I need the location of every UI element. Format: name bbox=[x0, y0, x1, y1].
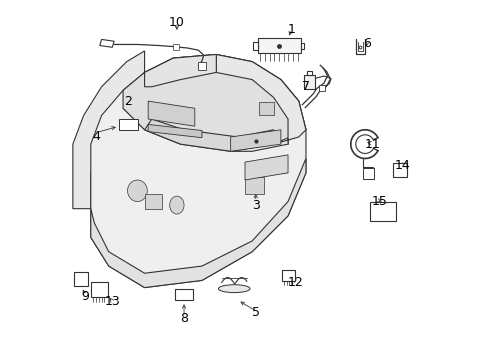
Text: 1: 1 bbox=[288, 23, 295, 36]
Text: 15: 15 bbox=[371, 195, 388, 208]
Ellipse shape bbox=[127, 180, 147, 202]
Bar bbox=[120, 119, 138, 130]
Bar bbox=[197, 62, 205, 69]
Bar bbox=[245, 177, 264, 194]
Text: 5: 5 bbox=[252, 306, 260, 319]
Text: 12: 12 bbox=[287, 276, 303, 289]
Text: 6: 6 bbox=[363, 37, 371, 50]
Ellipse shape bbox=[219, 285, 250, 293]
Bar bbox=[145, 194, 162, 209]
Bar bbox=[370, 202, 395, 221]
Text: 3: 3 bbox=[252, 199, 260, 212]
Text: 10: 10 bbox=[169, 16, 185, 29]
Polygon shape bbox=[73, 51, 145, 209]
Polygon shape bbox=[216, 54, 306, 151]
Polygon shape bbox=[245, 155, 288, 180]
Polygon shape bbox=[100, 40, 114, 47]
Polygon shape bbox=[148, 101, 195, 126]
Bar bbox=[253, 42, 258, 50]
Polygon shape bbox=[91, 54, 306, 288]
Text: 9: 9 bbox=[81, 290, 89, 303]
Polygon shape bbox=[123, 54, 306, 151]
Bar bbox=[258, 39, 300, 53]
Text: 11: 11 bbox=[365, 138, 380, 150]
Bar bbox=[172, 44, 179, 50]
Bar bbox=[307, 71, 313, 75]
Text: 13: 13 bbox=[104, 296, 120, 309]
Bar bbox=[364, 168, 374, 179]
Bar bbox=[318, 85, 325, 91]
Text: 8: 8 bbox=[180, 311, 188, 325]
Ellipse shape bbox=[170, 196, 184, 214]
Polygon shape bbox=[91, 158, 306, 288]
Polygon shape bbox=[148, 125, 202, 138]
Bar bbox=[74, 272, 88, 286]
Polygon shape bbox=[145, 119, 274, 151]
Text: 7: 7 bbox=[302, 80, 310, 93]
Polygon shape bbox=[231, 130, 281, 151]
Bar bbox=[259, 102, 274, 116]
Bar bbox=[91, 282, 108, 297]
Bar bbox=[393, 163, 407, 177]
Text: 4: 4 bbox=[92, 130, 100, 144]
Bar bbox=[282, 270, 295, 281]
Bar bbox=[304, 75, 315, 89]
Polygon shape bbox=[145, 54, 216, 87]
Text: 14: 14 bbox=[395, 159, 411, 172]
Bar bbox=[300, 42, 304, 49]
Text: 2: 2 bbox=[124, 95, 132, 108]
Bar bbox=[175, 289, 193, 300]
